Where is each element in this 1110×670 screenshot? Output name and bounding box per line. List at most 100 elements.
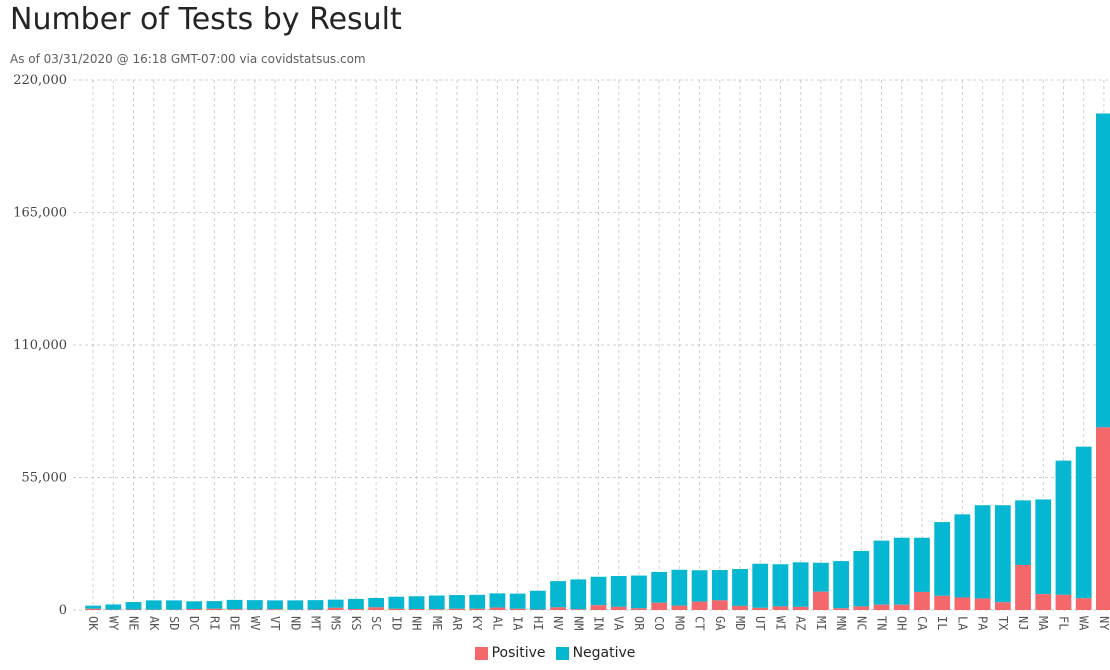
- bar-negative-il[interactable]: [934, 522, 951, 596]
- bar-negative-nd[interactable]: [287, 600, 304, 610]
- bar-negative-sd[interactable]: [166, 600, 182, 610]
- bar-positive-pa[interactable]: [974, 598, 991, 610]
- bar-positive-la[interactable]: [954, 597, 971, 610]
- bar-negative-al[interactable]: [489, 593, 506, 608]
- bar-negative-fl[interactable]: [1055, 460, 1072, 595]
- bar-positive-al[interactable]: [489, 607, 506, 610]
- bar-negative-ne[interactable]: [125, 602, 142, 610]
- bar-positive-ky[interactable]: [469, 608, 486, 610]
- bar-positive-nm[interactable]: [570, 609, 587, 610]
- bar-negative-ia[interactable]: [509, 593, 526, 609]
- bar-positive-va[interactable]: [610, 606, 627, 610]
- bar-positive-co[interactable]: [651, 602, 668, 610]
- bar-positive-ms[interactable]: [327, 607, 344, 610]
- bar-negative-va[interactable]: [610, 576, 627, 607]
- bar-positive-ny[interactable]: [1096, 427, 1110, 610]
- bar-negative-dc[interactable]: [186, 601, 203, 610]
- bar-negative-sc[interactable]: [368, 597, 385, 608]
- bar-positive-wa[interactable]: [1075, 598, 1092, 610]
- bar-negative-ut[interactable]: [752, 563, 769, 608]
- bar-positive-or[interactable]: [631, 608, 647, 610]
- bar-negative-wv[interactable]: [246, 600, 263, 610]
- bar-negative-oh[interactable]: [893, 537, 910, 605]
- bar-positive-tn[interactable]: [873, 604, 890, 610]
- bar-negative-ar[interactable]: [449, 595, 465, 609]
- x-tick-label: NH: [410, 616, 424, 630]
- legend-item-negative[interactable]: Negative: [555, 645, 635, 661]
- bar-positive-in[interactable]: [590, 605, 607, 610]
- bar-negative-wy[interactable]: [105, 604, 122, 610]
- x-tick-label: WY: [106, 616, 120, 631]
- bar-positive-ma[interactable]: [1035, 594, 1052, 610]
- bar-negative-ms[interactable]: [327, 599, 344, 608]
- bar-positive-ok[interactable]: [85, 608, 101, 610]
- bar-positive-mi[interactable]: [812, 591, 829, 610]
- bar-negative-mt[interactable]: [307, 600, 324, 610]
- bar-negative-nm[interactable]: [570, 579, 587, 610]
- bar-positive-id[interactable]: [388, 608, 405, 610]
- bar-negative-ak[interactable]: [145, 600, 162, 610]
- x-tick-label: IL: [935, 616, 949, 630]
- bar-positive-il[interactable]: [934, 595, 951, 610]
- bar-positive-vt[interactable]: [267, 609, 283, 610]
- bar-negative-ok[interactable]: [85, 605, 101, 609]
- bar-positive-dc[interactable]: [186, 609, 203, 610]
- bar-negative-ct[interactable]: [691, 570, 708, 602]
- bar-positive-ut[interactable]: [752, 607, 769, 610]
- bar-negative-de[interactable]: [226, 599, 243, 610]
- bar-negative-ca[interactable]: [914, 537, 930, 592]
- bar-negative-me[interactable]: [428, 595, 445, 610]
- bar-negative-ri[interactable]: [206, 601, 223, 609]
- bar-positive-nv[interactable]: [550, 607, 566, 610]
- bar-negative-ga[interactable]: [711, 570, 728, 601]
- bar-positive-ca[interactable]: [914, 591, 930, 610]
- bar-negative-ny[interactable]: [1096, 113, 1110, 428]
- bar-negative-pa[interactable]: [974, 505, 991, 599]
- bar-positive-mo[interactable]: [671, 605, 688, 610]
- bar-positive-ia[interactable]: [509, 608, 526, 610]
- bar-positive-tx[interactable]: [994, 602, 1011, 610]
- bar-negative-la[interactable]: [954, 514, 971, 598]
- bar-positive-az[interactable]: [792, 606, 809, 610]
- bar-positive-sc[interactable]: [368, 607, 385, 610]
- bar-negative-tx[interactable]: [994, 505, 1011, 603]
- bar-negative-nv[interactable]: [550, 581, 566, 608]
- bar-positive-me[interactable]: [428, 609, 445, 610]
- bar-positive-ga[interactable]: [711, 600, 728, 610]
- bar-positive-nh[interactable]: [408, 609, 425, 610]
- bar-negative-wi[interactable]: [772, 564, 789, 607]
- bar-positive-nc[interactable]: [853, 606, 870, 610]
- bar-negative-nc[interactable]: [853, 550, 870, 607]
- bar-negative-ks[interactable]: [348, 598, 364, 610]
- bar-negative-ma[interactable]: [1035, 499, 1052, 595]
- bar-negative-mo[interactable]: [671, 569, 688, 606]
- bar-positive-ar[interactable]: [449, 608, 465, 610]
- bar-negative-tn[interactable]: [873, 540, 890, 605]
- bar-negative-wa[interactable]: [1075, 446, 1092, 599]
- x-tick-label: VT: [268, 616, 282, 630]
- bar-positive-de[interactable]: [226, 609, 243, 610]
- bar-positive-ks[interactable]: [348, 609, 364, 610]
- bar-negative-nj[interactable]: [1015, 500, 1031, 565]
- legend-item-positive[interactable]: Positive: [474, 645, 546, 661]
- bar-negative-id[interactable]: [388, 596, 405, 609]
- bar-positive-nj[interactable]: [1015, 564, 1031, 610]
- bar-positive-oh[interactable]: [893, 604, 910, 610]
- bar-negative-in[interactable]: [590, 576, 607, 606]
- bar-positive-mn[interactable]: [833, 608, 849, 610]
- bar-positive-md[interactable]: [732, 605, 748, 610]
- bar-negative-vt[interactable]: [267, 600, 283, 610]
- bar-negative-nh[interactable]: [408, 596, 425, 610]
- bar-negative-mi[interactable]: [812, 562, 829, 592]
- bar-positive-ri[interactable]: [206, 608, 223, 610]
- bar-positive-wi[interactable]: [772, 606, 789, 610]
- bar-positive-fl[interactable]: [1055, 594, 1072, 610]
- bar-negative-hi[interactable]: [529, 590, 546, 610]
- bar-negative-mn[interactable]: [833, 561, 849, 609]
- bar-negative-az[interactable]: [792, 562, 809, 607]
- bar-negative-or[interactable]: [631, 575, 647, 609]
- bar-positive-ct[interactable]: [691, 601, 708, 610]
- bar-negative-md[interactable]: [732, 569, 748, 606]
- bar-negative-co[interactable]: [651, 571, 668, 603]
- bar-negative-ky[interactable]: [469, 594, 486, 609]
